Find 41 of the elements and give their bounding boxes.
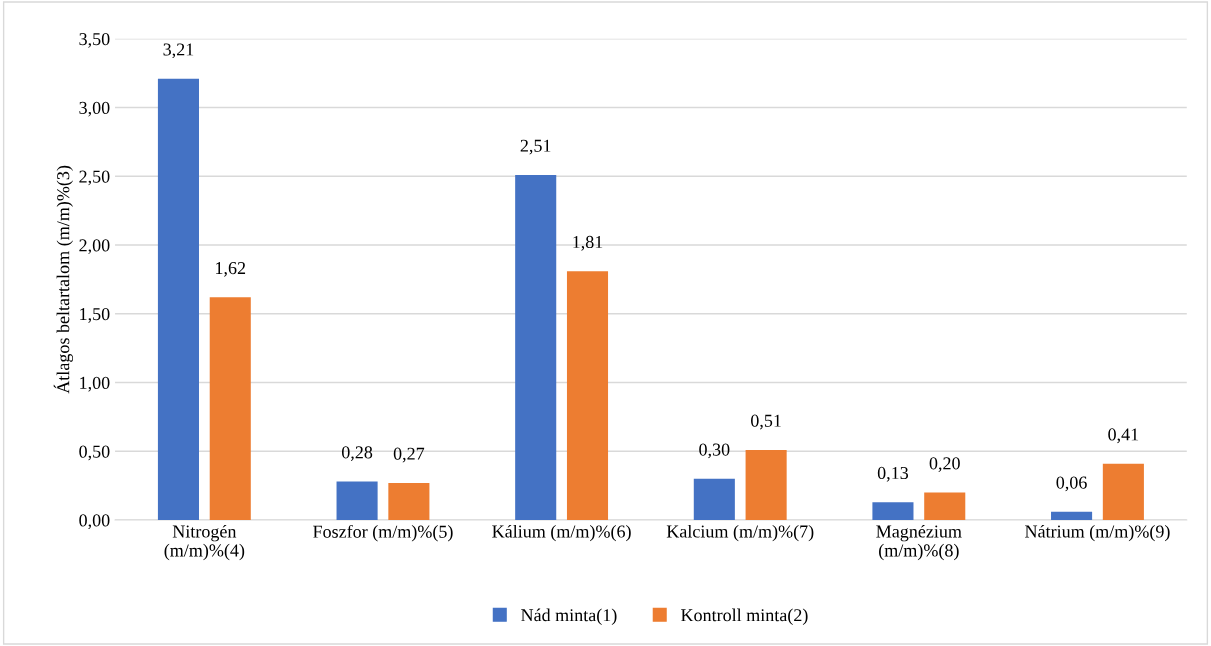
y-axis-title: Átlagos beltartalom (m/m)%(3) [53, 165, 74, 394]
bar [388, 482, 430, 521]
legend-label: Nád minta(1) [521, 608, 617, 625]
y-tick-label: 3,00 [79, 101, 110, 117]
bar [209, 297, 251, 521]
x-tick-label: Nitrogén (m/m)%(4) [164, 524, 245, 561]
data-label: 0,06 [1056, 476, 1087, 492]
bar [1102, 463, 1144, 521]
y-tick-label: 2,00 [79, 239, 110, 255]
bar [515, 174, 557, 521]
data-label: 0,41 [1108, 428, 1139, 444]
y-tick-label: 0,50 [79, 445, 110, 461]
x-tick-label: Kálium (m/m)%(6) [492, 524, 631, 542]
data-label: 0,20 [929, 457, 960, 473]
y-tick-label: 3,50 [79, 33, 110, 48]
bar [872, 502, 914, 521]
data-label: 0,51 [751, 414, 781, 430]
x-tick-label: Foszfor (m/m)%(5) [313, 524, 453, 542]
x-tick-label: Nátrium (m/m)%(9) [1025, 524, 1170, 542]
data-label: 0,13 [877, 466, 909, 482]
y-tick-label: 0,00 [79, 514, 110, 530]
y-tick-label: 2,50 [79, 170, 110, 186]
bar [157, 78, 199, 521]
data-label: 1,62 [216, 262, 246, 277]
bar [1051, 511, 1093, 521]
data-label: 2,51 [520, 139, 551, 155]
bar [924, 492, 966, 521]
y-tick-label: 1,50 [80, 308, 110, 323]
x-tick-label: Kalcium (m/m)%(7) [666, 524, 814, 542]
y-tick-label: 1,00 [80, 376, 110, 392]
legend-label: Kontroll minta(2) [681, 608, 808, 625]
x-tick-label: Magnézium (m/m)%(8) [876, 524, 962, 561]
bar [745, 449, 787, 521]
bar [693, 478, 735, 521]
data-label: 0,30 [699, 443, 730, 459]
data-label: 0,28 [341, 446, 373, 462]
data-label: 1,81 [573, 235, 603, 251]
bar [336, 481, 378, 521]
data-label: 0,27 [393, 447, 425, 463]
data-label: 3,21 [163, 43, 194, 59]
bar [566, 271, 609, 521]
